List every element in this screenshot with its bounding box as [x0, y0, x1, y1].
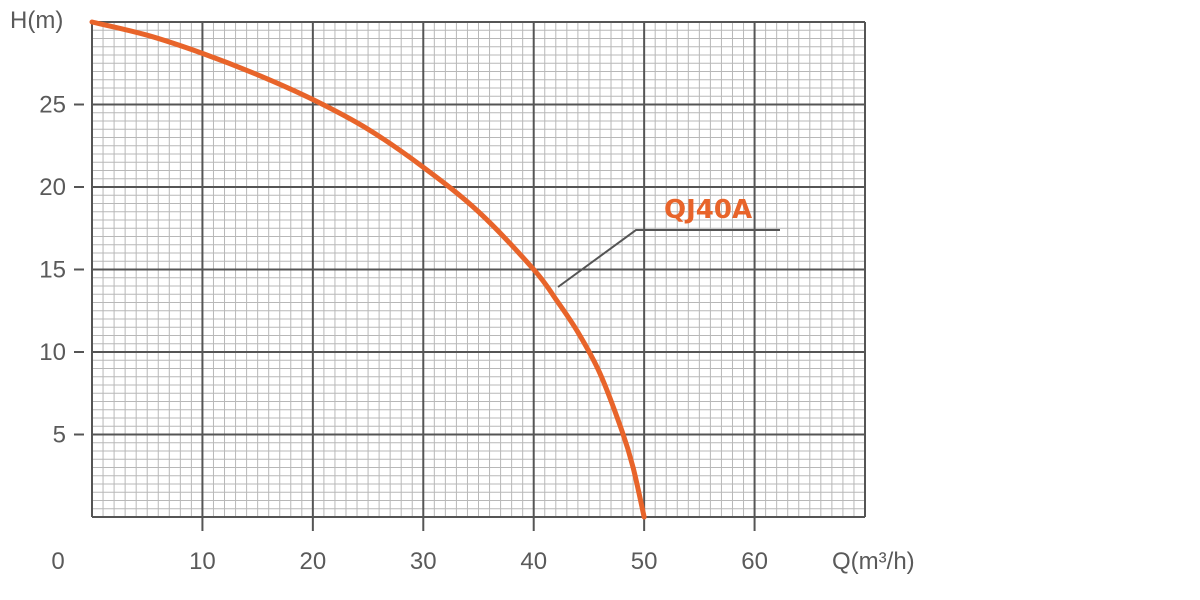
major-grid: [92, 21, 866, 517]
y-tick-label: 20: [39, 174, 66, 201]
series-label-leader: [557, 229, 780, 288]
y-axis-title: H(m): [10, 7, 63, 34]
x-tick-label: 10: [189, 548, 216, 575]
y-tick-label: 15: [39, 257, 66, 284]
x-tick-label: 40: [520, 548, 547, 575]
y-tick-label: 25: [39, 92, 66, 119]
series-label-qj40a: QJ40A: [664, 195, 752, 225]
x-tick-label: 30: [410, 548, 437, 575]
series-layer: [89, 19, 647, 520]
x-tick-label: 50: [631, 548, 658, 575]
y-tick-label: 5: [53, 422, 66, 449]
axes: [91, 22, 865, 518]
annotation-layer: QJ40A: [557, 195, 780, 288]
x-tick-label: 20: [300, 548, 327, 575]
series-line-qj40a: [89, 19, 647, 520]
x-tick-label: 60: [741, 548, 768, 575]
y-tick-label: 10: [39, 339, 66, 366]
origin-label: 0: [51, 548, 64, 575]
x-axis-title: Q(m³/h): [832, 548, 915, 575]
tick-marks: 5 10 15 20 25 10 20 30 40 50 60: [39, 92, 768, 576]
